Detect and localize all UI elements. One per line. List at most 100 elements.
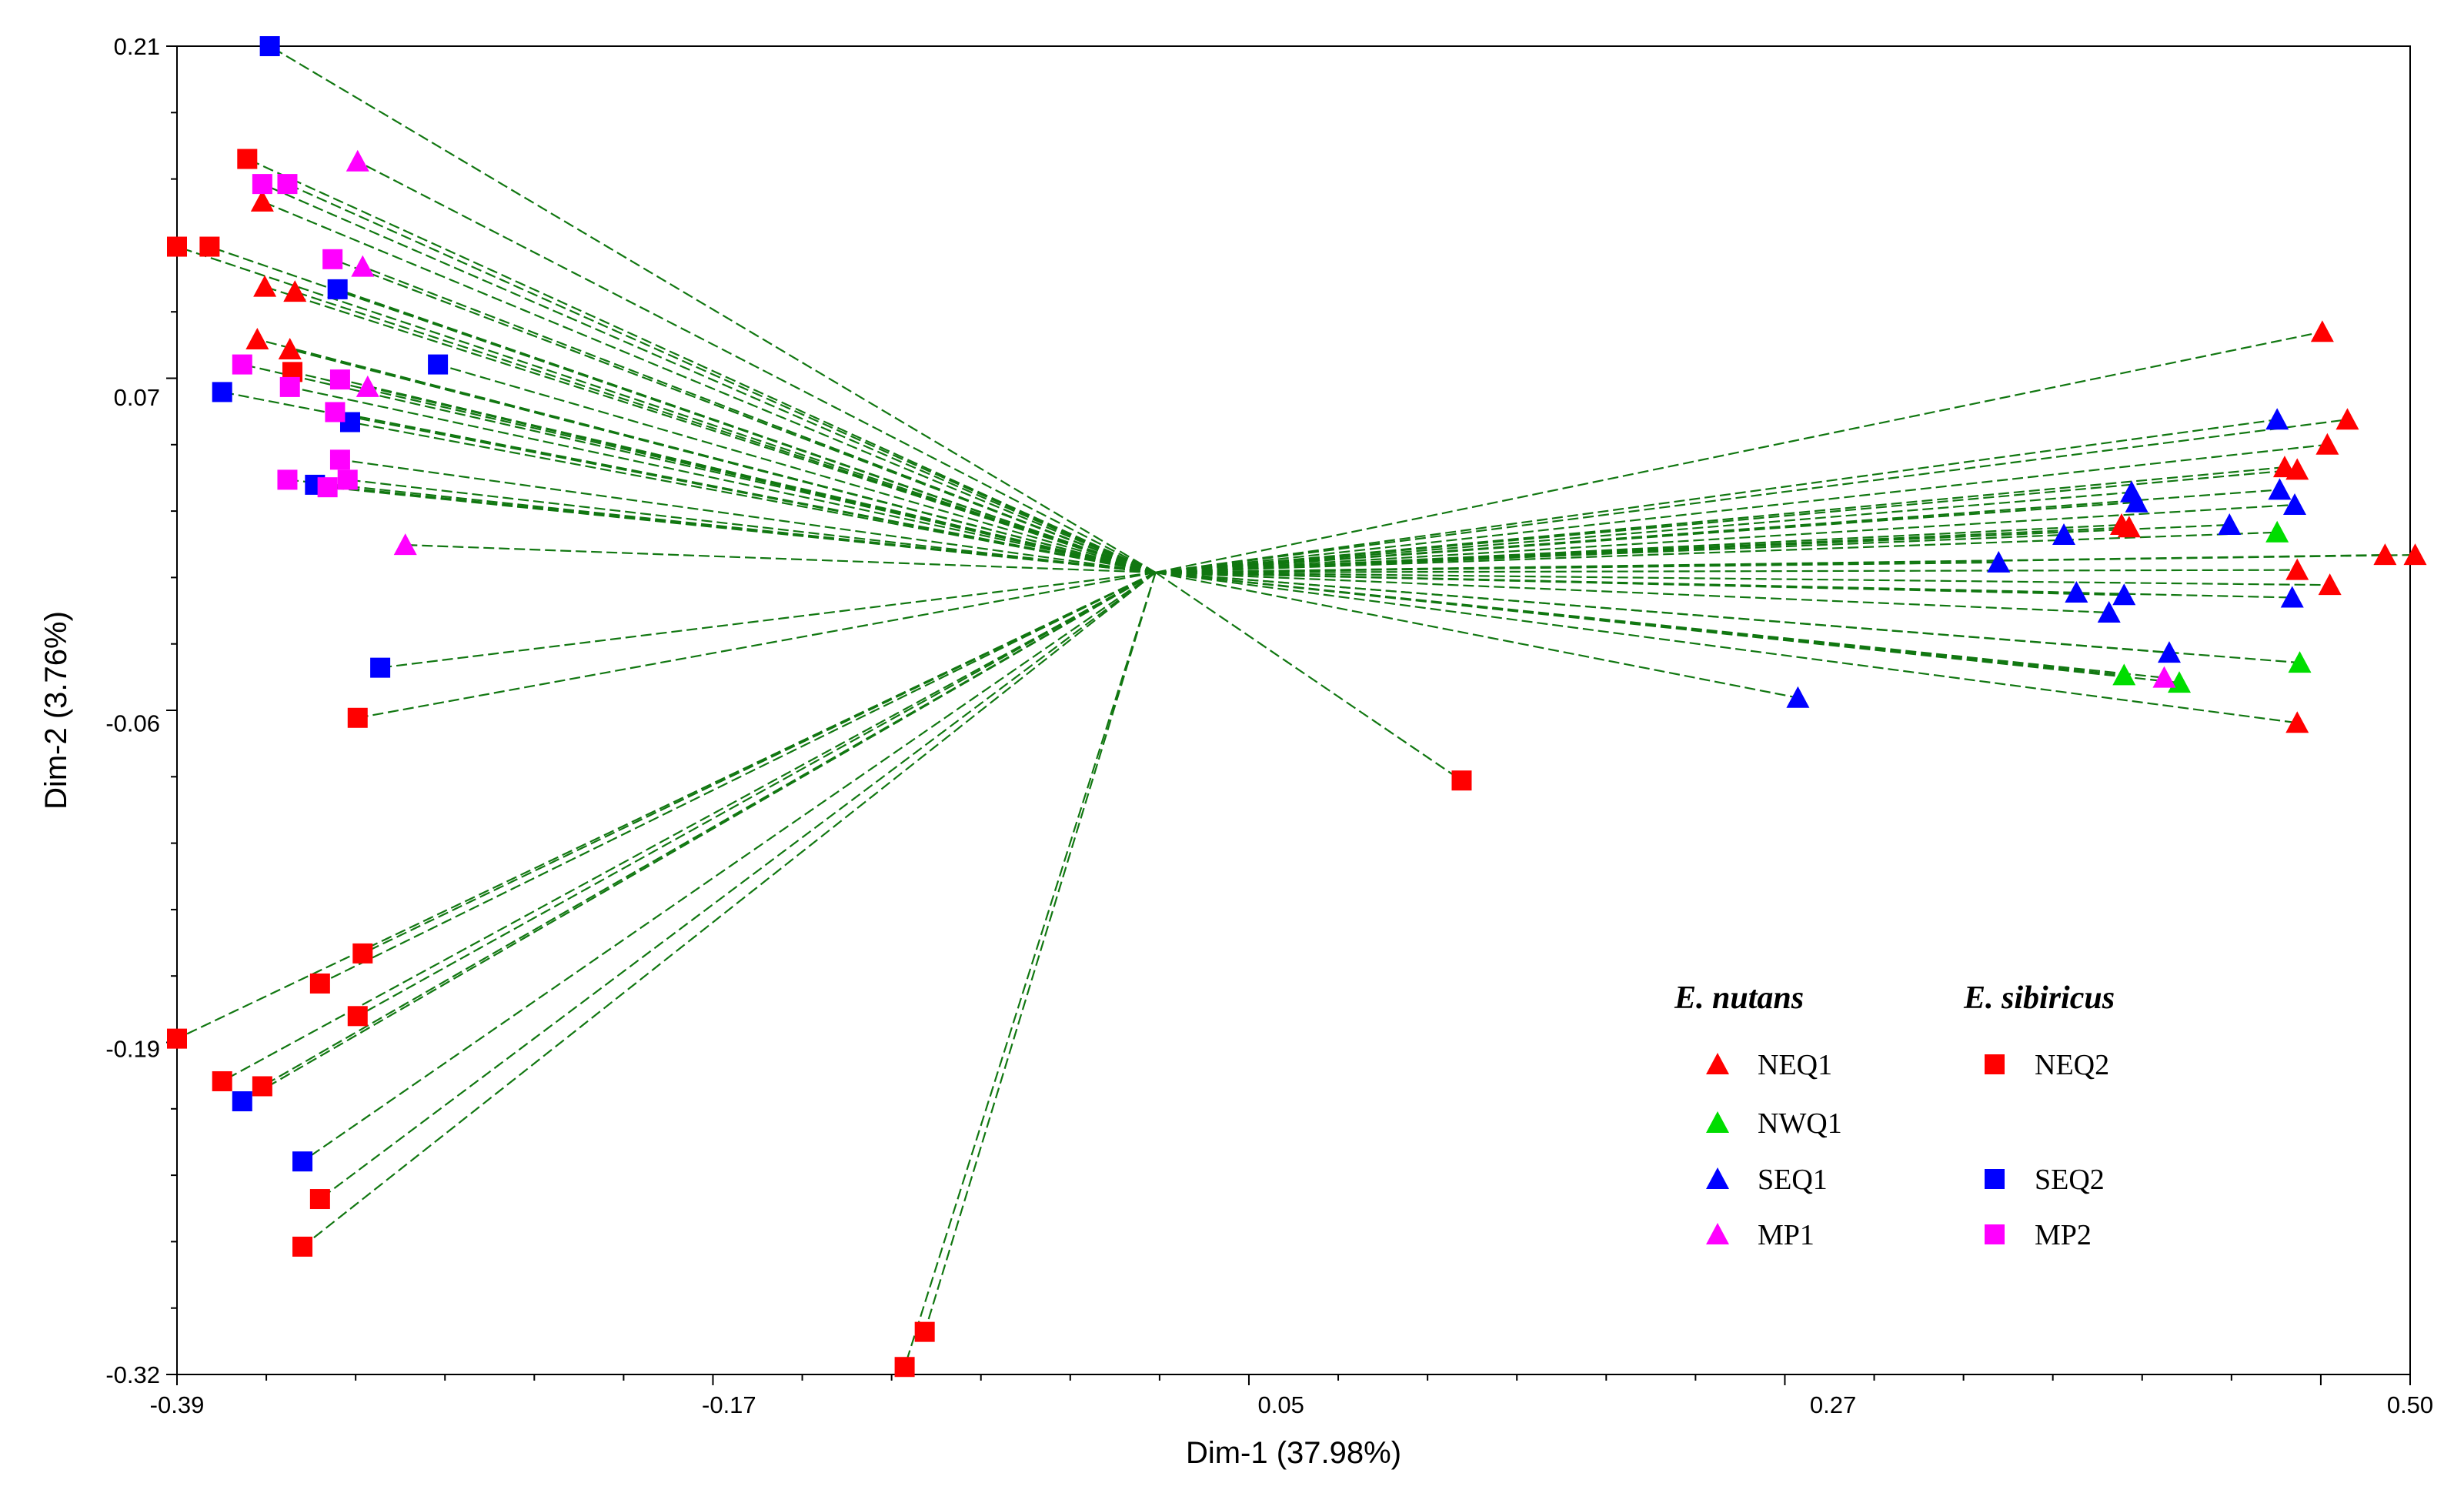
point-mp1-triangle [393, 533, 417, 556]
vector-line [1155, 571, 1463, 782]
point-seq1-triangle [2280, 586, 2304, 608]
x-tick-label: -0.17 [702, 1391, 756, 1418]
point-mp2-square [279, 376, 300, 397]
vector-line [379, 571, 1156, 669]
vector-line [246, 158, 1157, 573]
point-neq1-triangle [253, 275, 277, 297]
vector-line [302, 571, 1157, 1163]
vector-line [1155, 331, 2323, 573]
vector-line [405, 543, 1156, 573]
legend-marker-seq2 [1985, 1169, 2005, 1189]
legend-marker-neq1 [1706, 1053, 1729, 1074]
legend-label-seq2: SEQ2 [2035, 1164, 2105, 1196]
vector-line [294, 291, 1157, 573]
vector-line [1155, 571, 2109, 614]
vector-line [1155, 489, 2280, 573]
point-seq1-triangle [2265, 408, 2289, 430]
point-neq2-square [292, 1236, 313, 1257]
vector-line [269, 45, 1157, 573]
point-neq2-square [1451, 770, 1472, 791]
point-neq1-triangle [2285, 711, 2309, 733]
point-neq2-square [309, 1189, 330, 1210]
point-neq1-triangle [2117, 516, 2141, 538]
vector-line [222, 571, 1157, 1082]
x-tick-label: 0.27 [1810, 1391, 1856, 1418]
point-seq1-triangle [2125, 490, 2148, 513]
point-seq1-triangle [2065, 580, 2088, 603]
vector-line [176, 571, 1157, 1040]
point-neq1-triangle [250, 189, 274, 212]
point-neq2-square [914, 1321, 935, 1342]
legend-marker-seq1 [1706, 1167, 1729, 1189]
point-mp2-square [277, 174, 298, 195]
legend-label-nwq1: NWQ1 [1758, 1107, 1842, 1140]
point-mp2-square [329, 369, 350, 390]
axis-ticks-layer: -0.39 -0.17 0.05 0.27 0.50 0.21 0.07 -0.06 -0.19… [105, 33, 2433, 1418]
vector-line [332, 258, 1157, 573]
vector-line [437, 363, 1156, 573]
point-seq1-triangle [2112, 583, 2136, 606]
point-neq2-square [347, 1006, 368, 1027]
vector-line [357, 160, 1157, 573]
point-seq1-triangle [2052, 523, 2076, 546]
x-tick-label: -0.39 [150, 1391, 205, 1418]
vector-line [1155, 571, 2170, 654]
vector-line [302, 572, 1157, 1247]
x-tick-label: 0.05 [1258, 1391, 1304, 1418]
y-tick-label: 0.21 [114, 33, 160, 60]
point-mp2-square [322, 249, 343, 269]
point-seq2-square [212, 382, 232, 402]
vector-line [176, 245, 1157, 573]
vector-line [1155, 531, 2278, 573]
vector-line [1155, 503, 2295, 573]
vector-line [242, 363, 1156, 573]
point-neq2-square [237, 149, 258, 169]
x-tick-label: 0.50 [2387, 1391, 2433, 1418]
vector-lines-layer [176, 45, 2416, 1368]
vector-line [357, 571, 1156, 719]
vector-line [262, 200, 1157, 573]
vector-line [1155, 569, 2298, 573]
legend: E. nutans E. sibiricus NEQ1NWQ1SEQ1MP1NE… [1674, 980, 2115, 1251]
point-neq1-triangle [2285, 458, 2309, 480]
point-mp1-triangle [356, 375, 379, 397]
vector-line [903, 572, 1157, 1368]
point-mp2-square [317, 477, 338, 498]
legend-marker-neq2 [1985, 1054, 2005, 1074]
legend-heading-e-nutans: E. nutans [1674, 980, 1804, 1016]
point-mp1-triangle [346, 149, 369, 172]
vector-line [1155, 443, 2328, 573]
point-mp1-triangle [2152, 666, 2176, 688]
point-neq1-triangle [2403, 543, 2427, 566]
point-mp2-square [232, 354, 252, 375]
point-seq1-triangle [2218, 513, 2242, 536]
point-neq2-square [212, 1070, 232, 1091]
vector-line [327, 486, 1156, 573]
point-seq1-triangle [1786, 686, 1810, 708]
point-mp2-square [252, 174, 272, 195]
y-tick-label: -0.06 [105, 710, 160, 736]
vector-line [257, 338, 1156, 573]
point-mp2-square [329, 449, 350, 470]
point-neq1-triangle [2373, 543, 2397, 566]
legend-label-mp2: MP2 [2035, 1219, 2092, 1251]
vector-line [1155, 419, 2348, 573]
y-axis-title: Dim-2 (3.76%) [39, 611, 73, 810]
vector-line [289, 386, 1156, 573]
legend-label-mp1: MP1 [1758, 1219, 1815, 1251]
vector-line [349, 421, 1156, 573]
point-seq1-triangle [2157, 641, 2181, 663]
vector-line [347, 479, 1156, 573]
legend-entries: NEQ1 NWQ1 SEQ1 MP1 NEQ2 SEQ2 MP2 [1706, 1049, 2109, 1251]
vector-line [339, 379, 1156, 573]
point-nwq1-triangle [2265, 520, 2289, 543]
vector-line [287, 183, 1157, 573]
vector-line [335, 411, 1156, 573]
point-neq1-triangle [2285, 558, 2309, 580]
point-seq1-triangle [1987, 550, 2011, 573]
point-neq1-triangle [2335, 408, 2359, 430]
vector-line [1155, 571, 2298, 724]
y-tick-label: 0.07 [114, 384, 160, 411]
